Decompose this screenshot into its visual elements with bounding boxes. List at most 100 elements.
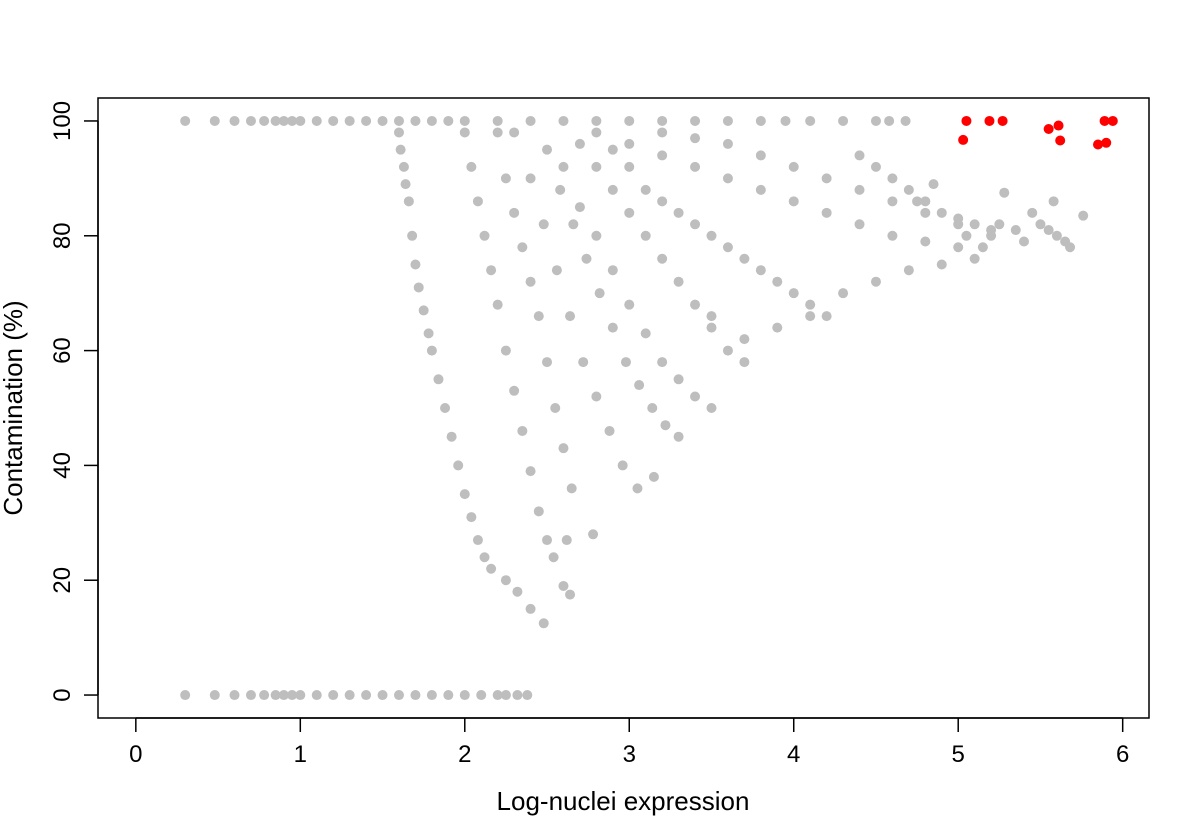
data-point (788, 161, 799, 172)
data-point (1048, 196, 1059, 207)
data-point (558, 161, 569, 172)
data-point (903, 184, 914, 195)
data-point (426, 115, 437, 126)
data-point (479, 230, 490, 241)
data-point (522, 690, 533, 701)
data-point (821, 311, 832, 322)
data-point (550, 403, 561, 413)
highlight-point (984, 115, 995, 126)
data-point (574, 138, 585, 149)
data-point (209, 690, 220, 701)
x-tick-label: 1 (294, 741, 307, 768)
data-point (1010, 225, 1021, 236)
data-point (870, 115, 881, 126)
data-point (555, 184, 566, 195)
data-point (410, 115, 421, 126)
data-point (673, 431, 684, 442)
y-tick-label: 60 (49, 337, 76, 364)
data-point (229, 115, 240, 126)
data-point (647, 403, 658, 413)
data-point (542, 535, 553, 546)
data-point (887, 196, 898, 207)
data-point (634, 380, 645, 391)
data-point (632, 483, 643, 494)
data-point (459, 489, 470, 500)
highlight-point (1053, 120, 1064, 131)
data-point (453, 460, 464, 471)
data-point (533, 311, 544, 322)
data-point (805, 311, 816, 322)
data-point (640, 328, 651, 339)
data-point (657, 115, 668, 126)
data-point (594, 288, 605, 299)
data-point (607, 322, 618, 333)
data-point (492, 115, 503, 126)
data-point (287, 690, 298, 701)
data-point (180, 690, 191, 701)
data-point (426, 345, 437, 356)
data-point (722, 173, 733, 184)
data-point (512, 586, 523, 597)
data-point (690, 133, 701, 144)
data-point (476, 690, 487, 701)
data-point (525, 466, 536, 477)
data-point (706, 403, 717, 413)
data-point (517, 425, 528, 436)
data-point (854, 184, 865, 195)
data-point (395, 144, 406, 155)
data-point (1035, 219, 1046, 230)
data-point (459, 127, 470, 138)
data-point (657, 150, 668, 161)
data-point (994, 219, 1005, 230)
data-point (407, 230, 418, 241)
data-point (400, 179, 411, 190)
data-point (558, 443, 569, 454)
data-point (486, 265, 497, 276)
data-point (969, 253, 980, 264)
data-point (755, 184, 766, 195)
data-point (486, 563, 497, 574)
data-point (259, 690, 270, 701)
data-point (640, 230, 651, 241)
data-point (657, 253, 668, 264)
data-point (870, 161, 881, 172)
y-tick-label: 100 (49, 101, 76, 141)
data-point (287, 115, 298, 126)
data-point (413, 282, 424, 293)
data-point (591, 115, 602, 126)
data-point (548, 552, 559, 563)
data-point (588, 529, 599, 540)
data-point (423, 328, 434, 339)
data-point (270, 115, 281, 126)
x-tick-label: 4 (787, 741, 800, 768)
data-point (706, 311, 717, 322)
data-point (377, 115, 388, 126)
plot-frame (97, 97, 1150, 719)
data-point (295, 115, 306, 126)
data-point (1051, 230, 1062, 241)
data-point (953, 213, 964, 224)
highlight-point (1107, 115, 1118, 126)
data-point (953, 242, 964, 253)
data-point (969, 219, 980, 230)
x-tick-label: 6 (1116, 741, 1129, 768)
data-point (361, 690, 372, 701)
data-point (928, 179, 939, 190)
y-tick-label: 40 (49, 452, 76, 479)
data-point (739, 253, 750, 264)
data-point (328, 115, 339, 126)
data-point (624, 207, 635, 218)
data-point (361, 115, 372, 126)
data-point (706, 230, 717, 241)
data-point (657, 127, 668, 138)
data-point (772, 322, 783, 333)
highlight-point (1093, 139, 1104, 150)
highlight-point (1101, 137, 1112, 148)
data-point (838, 115, 849, 126)
data-point (690, 161, 701, 172)
x-tick-label: 0 (129, 741, 142, 768)
data-point (558, 115, 569, 126)
data-point (640, 184, 651, 195)
data-point (788, 196, 799, 207)
